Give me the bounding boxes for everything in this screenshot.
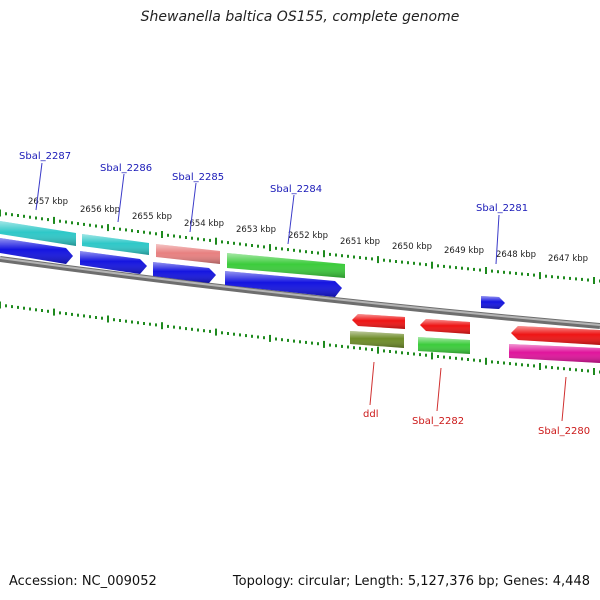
cds-forward-1[interactable] (0, 238, 73, 264)
cds-reverse-1[interactable] (352, 314, 405, 329)
cds-forward-4[interactable] (225, 271, 342, 297)
cds-reverse-2[interactable] (420, 319, 470, 334)
gene-sbal-2286-cds[interactable] (82, 234, 149, 255)
gene-ddl-cds[interactable] (350, 331, 404, 348)
gene-label-sbal-2286[interactable]: Sbal_2286 (100, 163, 152, 174)
scale-label-2651: 2651 kbp (340, 237, 380, 247)
cds-forward-3[interactable] (153, 262, 216, 283)
leader-sbal-2282 (436, 367, 442, 412)
gene-sbal-2280-cds[interactable] (509, 344, 600, 363)
leader-sbal-2287 (35, 162, 43, 211)
gene-sbal-2287-cds[interactable] (0, 221, 76, 246)
scale-label-2654: 2654 kbp (184, 219, 224, 229)
scale-label-2655: 2655 kbp (132, 212, 172, 222)
leader-sbal-2281 (495, 214, 500, 265)
genome-title: Shewanella baltica OS155, complete genom… (140, 9, 460, 25)
cds-reverse-3[interactable] (511, 326, 600, 345)
gene-label-sbal-2287[interactable]: Sbal_2287 (19, 151, 71, 162)
gene-sbal-2285-cds[interactable] (156, 244, 220, 264)
gene-label-sbal-2281[interactable]: Sbal_2281 (476, 203, 528, 214)
leader-sbal-2285 (189, 182, 197, 233)
topology-summary: Topology: circular; Length: 5,127,376 bp… (232, 574, 590, 589)
gene-sbal-2281-cds[interactable] (481, 296, 505, 309)
gene-sbal-2284-cds[interactable] (227, 253, 345, 278)
scale-label-2657: 2657 kbp (28, 197, 68, 207)
gene-label-sbal-2285[interactable]: Sbal_2285 (172, 172, 224, 183)
gene-label-ddl[interactable]: ddl (363, 409, 378, 420)
scale-label-2648: 2648 kbp (496, 250, 536, 260)
accession-text: Accession: NC_009052 (9, 574, 157, 589)
scale-label-2647: 2647 kbp (548, 254, 588, 264)
scale-label-2650: 2650 kbp (392, 242, 432, 252)
forward-scale-ticks (0, 209, 600, 284)
scale-label-2656: 2656 kbp (80, 205, 120, 215)
forward-label-leaders (35, 162, 500, 265)
cds-forward-2[interactable] (80, 251, 147, 274)
reverse-scale-ticks (0, 301, 600, 375)
gene-label-sbal-2282[interactable]: Sbal_2282 (412, 416, 464, 427)
scale-label-2653: 2653 kbp (236, 225, 276, 235)
genome-backbone-highlight (0, 257, 600, 326)
gene-sbal-2282-cds[interactable] (418, 337, 470, 354)
scale-label-2652: 2652 kbp (288, 231, 328, 241)
leader-sbal-2280 (561, 376, 567, 422)
leader-sbal-2286 (117, 173, 125, 223)
leader-sbal-2284 (287, 194, 295, 245)
gene-label-sbal-2280[interactable]: Sbal_2280 (538, 426, 590, 437)
scale-label-2649: 2649 kbp (444, 246, 484, 256)
reverse-label-leaders (369, 361, 567, 422)
leader-ddl (369, 361, 375, 406)
gene-label-sbal-2284[interactable]: Sbal_2284 (270, 184, 322, 195)
